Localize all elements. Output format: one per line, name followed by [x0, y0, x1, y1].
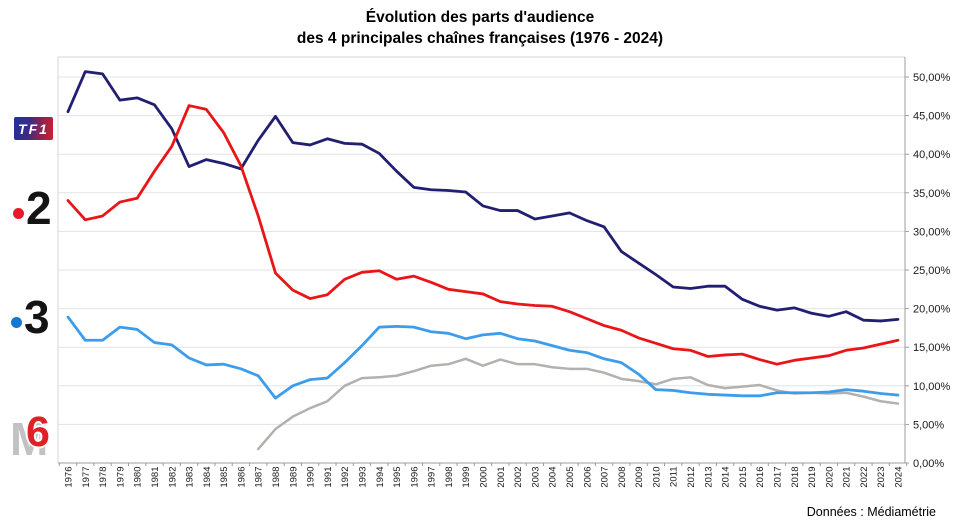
y-axis-label: 10,00% — [913, 381, 951, 393]
x-axis-label: 2021 — [842, 467, 853, 488]
series-france2-line — [66, 104, 900, 366]
x-axis-label: 1986 — [236, 467, 247, 488]
x-axis-label: 2013 — [703, 467, 714, 488]
x-axis-label: 1992 — [340, 467, 351, 488]
france3-dot-icon — [11, 317, 22, 328]
x-axis-label: 2011 — [669, 467, 680, 487]
data-source-credit: Données : Médiamétrie — [806, 505, 936, 519]
x-axis-label: 2018 — [790, 467, 801, 488]
chart-title-line2: des 4 principales chaînes françaises (19… — [296, 30, 664, 47]
x-axis-label: 1985 — [219, 467, 230, 488]
france2-logo-text: 2 — [26, 182, 52, 234]
y-axis-label: 35,00% — [913, 188, 951, 200]
y-axis-label: 50,00% — [913, 72, 951, 84]
x-axis-label: 2007 — [600, 467, 611, 488]
y-axis-label: 25,00% — [913, 265, 951, 277]
m6-logo-6: 6 — [26, 408, 50, 456]
x-axis-label: 1993 — [357, 467, 368, 488]
y-axis-label: 5,00% — [913, 419, 944, 431]
x-axis-label: 2010 — [651, 467, 662, 488]
x-axis-label: 1991 — [323, 467, 334, 488]
x-axis-label: 2024 — [894, 467, 905, 488]
x-axis-label: 1981 — [150, 467, 161, 488]
x-axis-label: 2002 — [513, 467, 524, 488]
y-axis-label: 20,00% — [913, 304, 951, 316]
x-axis-label: 2004 — [548, 467, 559, 488]
x-axis-label: 2003 — [530, 467, 541, 488]
x-axis-label: 2005 — [565, 467, 576, 488]
x-axis-label: 2009 — [634, 467, 645, 488]
x-axis-label: 1999 — [461, 467, 472, 488]
x-axis-label: 1982 — [167, 467, 178, 488]
x-axis-label: 1998 — [444, 467, 455, 488]
x-axis-label: 1980 — [133, 467, 144, 488]
x-axis-label: 2000 — [479, 467, 490, 488]
m6-logo: M 6 — [10, 410, 58, 464]
x-axis-label: 2016 — [755, 467, 766, 488]
x-axis-label: 1976 — [64, 467, 75, 488]
y-axis-label: 15,00% — [913, 342, 951, 354]
x-axis-label: 1978 — [98, 467, 109, 488]
x-axis-label: 2012 — [686, 467, 697, 488]
x-axis-label: 2006 — [582, 467, 593, 488]
series-tf1-line — [66, 70, 900, 323]
chart-title: Évolution des parts d'audience des 4 pri… — [0, 7, 960, 49]
series-france3-line — [66, 315, 900, 400]
y-axis-label: 45,00% — [913, 111, 951, 123]
x-axis-label: 1995 — [392, 467, 403, 488]
y-axis-label: 0,00% — [913, 458, 944, 470]
x-axis-label: 1987 — [254, 467, 265, 488]
x-axis-label: 2001 — [496, 467, 507, 488]
france2-dot-icon — [13, 208, 24, 219]
y-axis-label: 40,00% — [913, 149, 951, 161]
x-axis-label: 2017 — [772, 467, 783, 488]
x-axis-label: 1983 — [185, 467, 196, 488]
france3-logo-text: 3 — [24, 291, 50, 343]
chart-title-line1: Évolution des parts d'audience — [365, 9, 595, 26]
x-axis-label: 1994 — [375, 467, 386, 488]
x-axis-label: 1988 — [271, 467, 282, 488]
x-axis-label: 1997 — [427, 467, 438, 488]
tf1-logo-text: TF1 — [18, 120, 49, 137]
tf1-logo: TF1 — [14, 117, 53, 140]
x-axis-label: 1977 — [81, 467, 92, 488]
france3-logo: 3 — [8, 294, 60, 343]
x-axis-label: 1979 — [115, 467, 126, 488]
x-axis-label: 2008 — [617, 467, 628, 488]
x-axis-label: 2019 — [807, 467, 818, 488]
x-axis-label: 2022 — [859, 467, 870, 488]
x-axis-label: 1990 — [306, 467, 317, 488]
france2-logo: 2 — [10, 185, 62, 234]
x-axis-label: 1989 — [288, 467, 299, 488]
y-axis-label: 30,00% — [913, 226, 951, 238]
series-m6-line — [256, 357, 900, 451]
x-axis-label: 2020 — [824, 467, 835, 488]
x-axis-label: 1996 — [409, 467, 420, 488]
m6-logo-m: M — [10, 413, 49, 465]
x-axis-label: 2015 — [738, 467, 749, 488]
x-axis-label: 1984 — [202, 467, 213, 488]
x-axis-label: 2014 — [721, 467, 732, 488]
x-axis-label: 2023 — [876, 467, 887, 488]
